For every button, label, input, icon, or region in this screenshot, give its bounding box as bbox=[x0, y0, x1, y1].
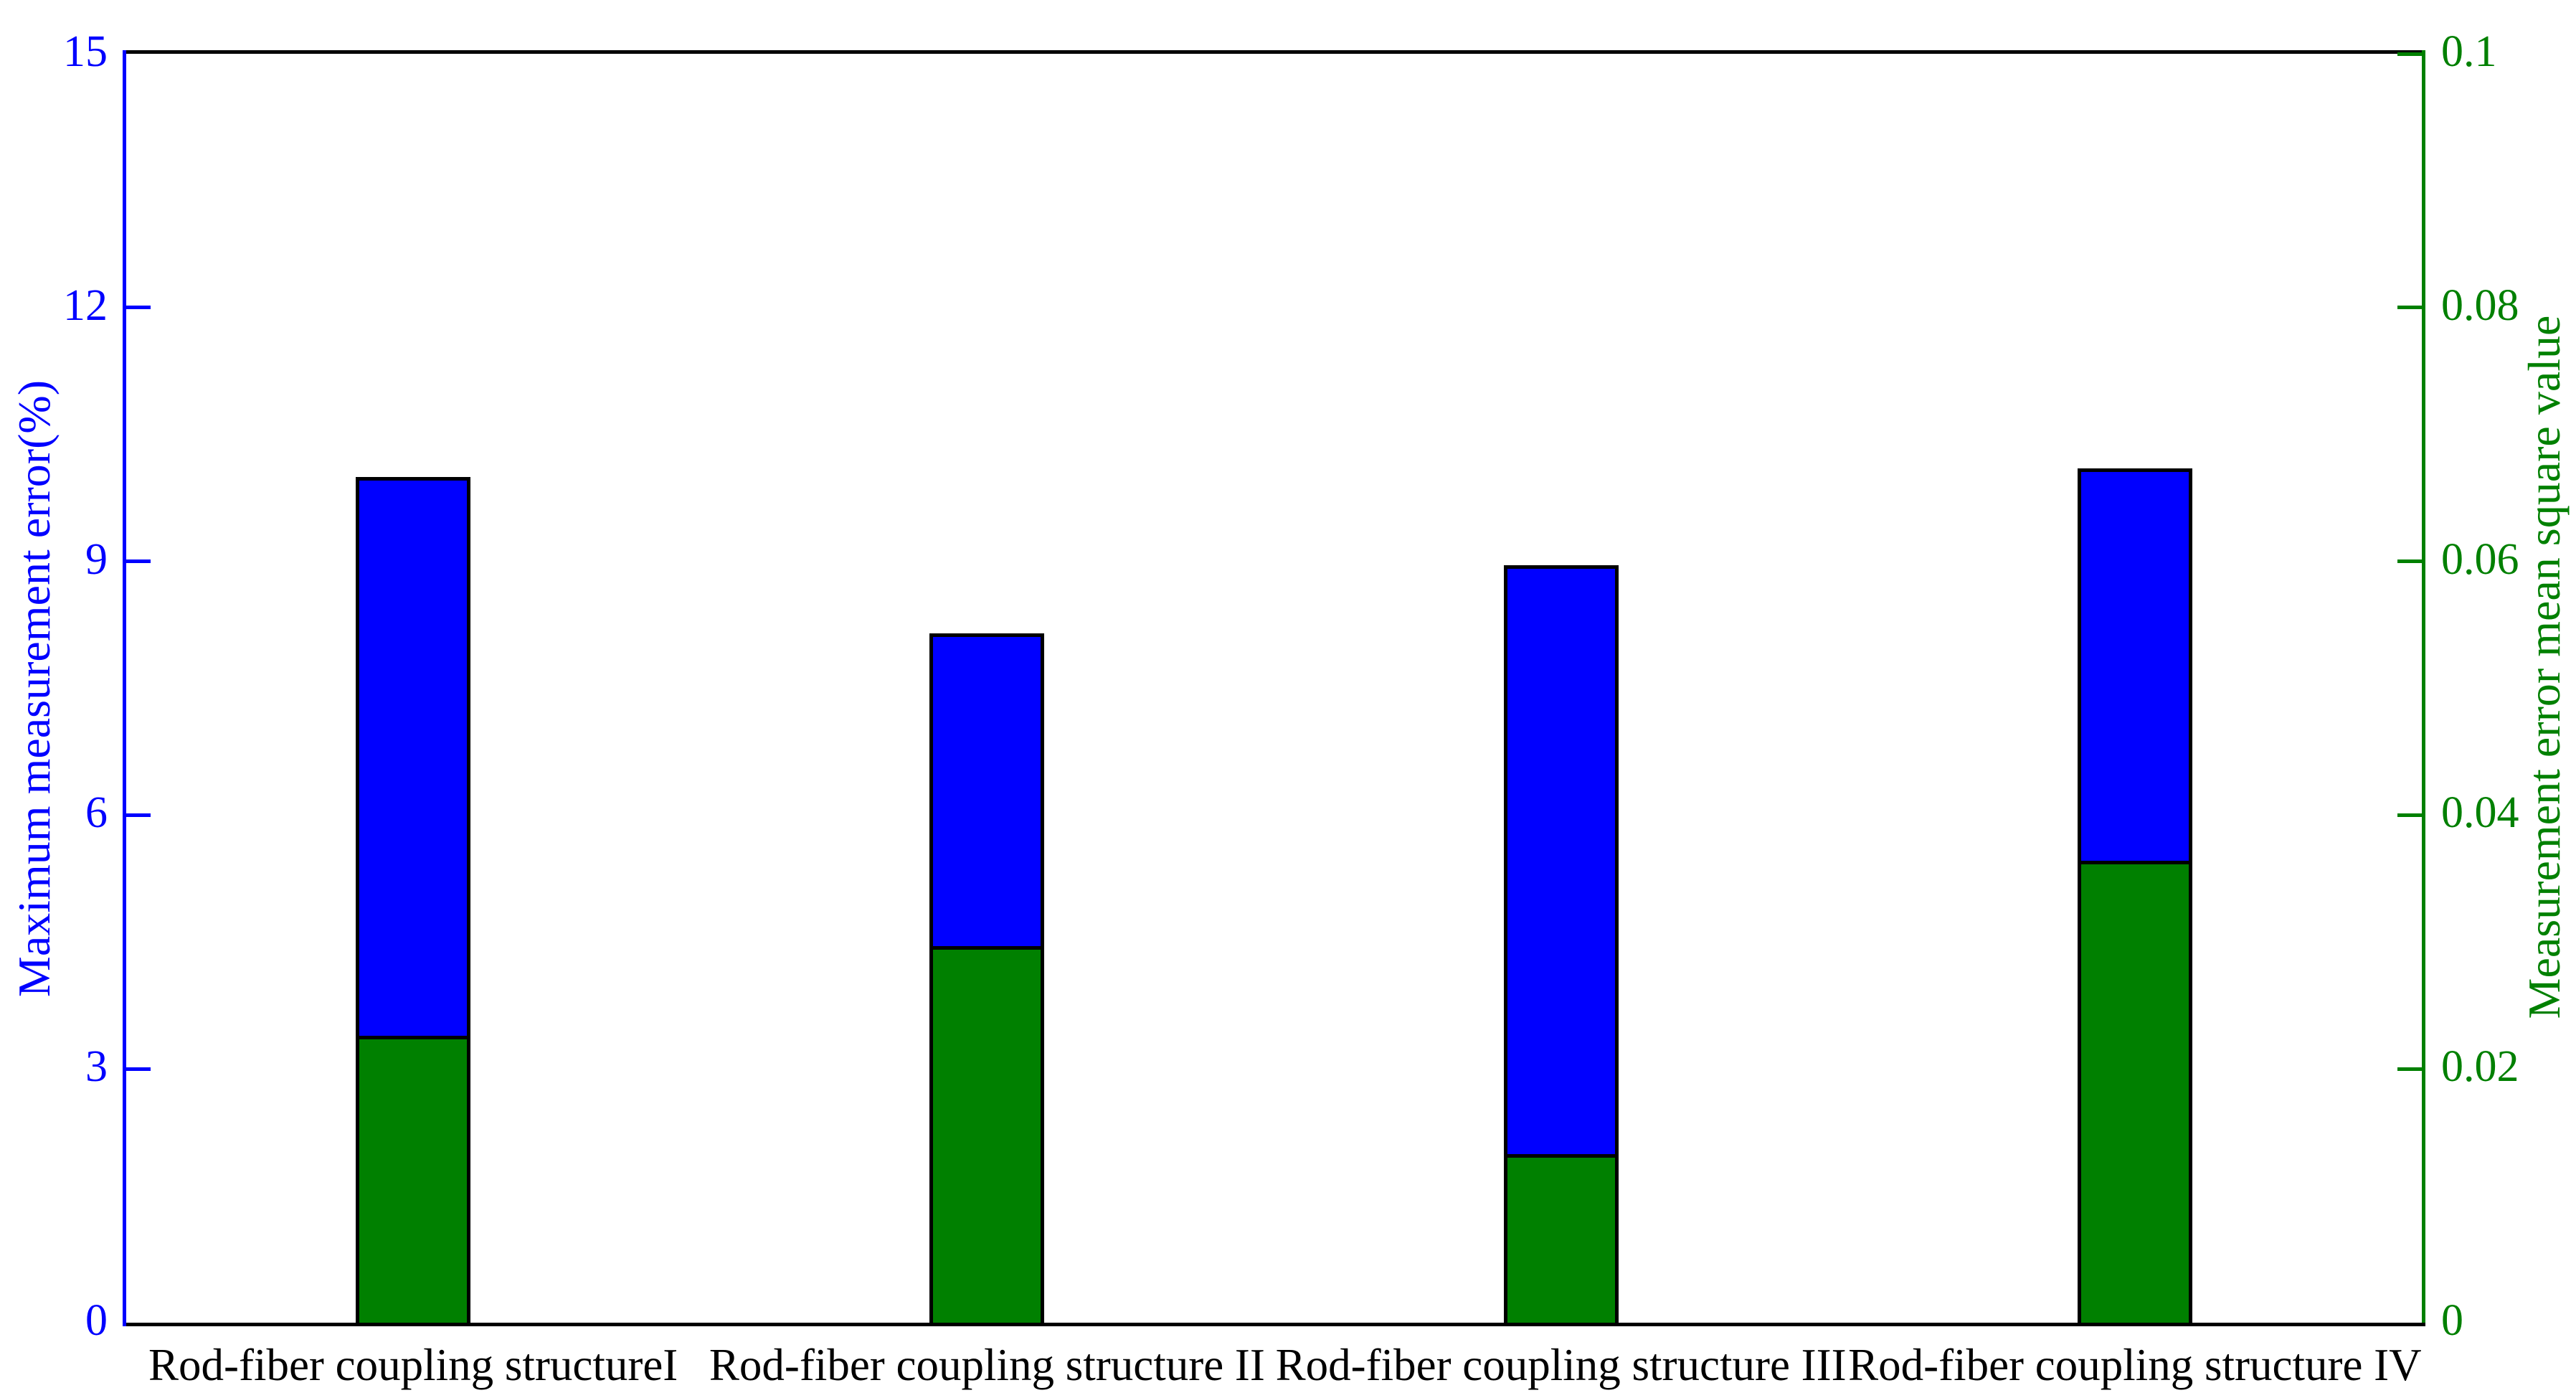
category-label: Rod-fiber coupling structure II bbox=[709, 1340, 1265, 1390]
left-tick-label: 9 bbox=[85, 534, 108, 584]
right-tick bbox=[2397, 813, 2422, 817]
left-axis-line bbox=[123, 50, 126, 1326]
left-tick-label: 15 bbox=[63, 27, 108, 76]
right-tick-label: 0.04 bbox=[2441, 788, 2519, 838]
mse-bar bbox=[356, 1036, 471, 1326]
left-tick-label: 6 bbox=[85, 788, 108, 838]
right-axis-title: Measurement error mean square value bbox=[2519, 315, 2570, 1019]
right-axis-line bbox=[2422, 50, 2425, 1323]
right-tick bbox=[2397, 559, 2422, 564]
left-tick bbox=[126, 559, 151, 564]
category-label: Rod-fiber coupling structureI bbox=[148, 1340, 678, 1390]
right-tick-label: 0.06 bbox=[2441, 534, 2519, 584]
mse-bar bbox=[2077, 861, 2192, 1326]
right-tick bbox=[2397, 306, 2422, 310]
right-tick bbox=[2397, 52, 2422, 56]
right-tick-label: 0.02 bbox=[2441, 1042, 2519, 1092]
top-frame-line bbox=[126, 50, 2425, 54]
right-tick bbox=[2397, 1067, 2422, 1071]
left-tick bbox=[126, 813, 151, 817]
left-tick bbox=[126, 306, 151, 310]
left-axis-title: Maximum measurement error(%) bbox=[9, 379, 60, 997]
left-tick bbox=[126, 1067, 151, 1071]
right-tick-label: 0.1 bbox=[2441, 27, 2497, 76]
left-tick-label: 12 bbox=[63, 280, 108, 330]
category-label: Rod-fiber coupling structure III bbox=[1275, 1340, 1847, 1390]
category-label: Rod-fiber coupling structure IV bbox=[1848, 1340, 2422, 1390]
mse-bar bbox=[929, 945, 1045, 1326]
right-tick-label: 0.08 bbox=[2441, 280, 2519, 330]
left-tick-label: 3 bbox=[85, 1042, 108, 1092]
x-axis-line bbox=[126, 1323, 2425, 1326]
left-tick-label: 0 bbox=[85, 1296, 108, 1345]
right-tick-label: 0 bbox=[2441, 1296, 2463, 1345]
mse-bar bbox=[1503, 1153, 1619, 1326]
